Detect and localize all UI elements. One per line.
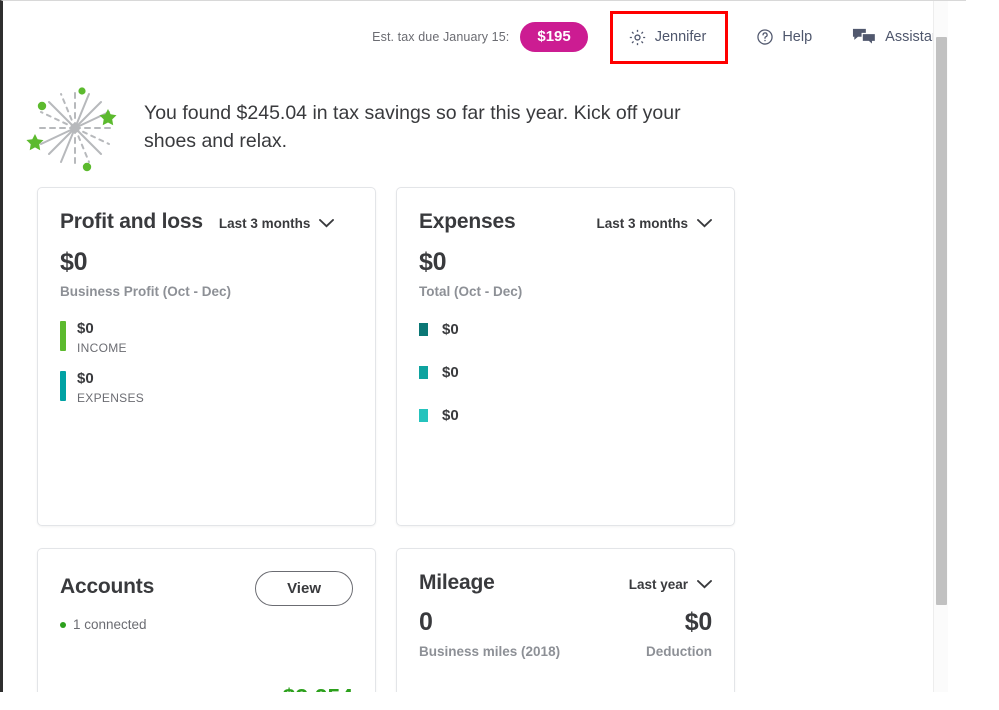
mileage-miles-caption: Business miles (2018) [419,644,561,659]
mileage-stats: 0 Business miles (2018) $0 Deduction [419,608,712,659]
mileage-header: Mileage Last year [419,571,712,595]
user-account-menu[interactable]: Jennifer [609,10,729,64]
scrollbar-thumb[interactable] [936,37,947,605]
expenses-period-selector[interactable]: Last 3 months [596,216,712,231]
chevron-down-icon [697,216,712,231]
expenses-color-bar [60,370,66,401]
profit-and-loss-legend: $0 INCOME $0 EXPENSES [60,321,353,405]
card-row-2: Accounts View 1 connected $3,254 Mileage… [37,548,737,692]
profit-and-loss-header: Profit and loss Last 3 months [60,210,353,234]
estimated-tax-amount-pill[interactable]: $195 [520,22,588,52]
expense-item: $0 [419,407,712,424]
status-dot-icon [60,621,66,628]
expense-color-swatch [419,323,428,336]
expenses-subtitle: Total (Oct - Dec) [419,284,523,299]
profit-and-loss-period-label: Last 3 months [218,216,311,231]
chevron-down-icon [697,577,712,592]
accounts-connected-status: 1 connected [60,617,353,632]
legend-item-income: $0 INCOME [60,321,353,355]
profit-and-loss-amount: $0 [60,248,88,276]
accounts-header: Accounts View [60,571,353,606]
expense-color-swatch [419,409,428,422]
chat-bubbles-icon [852,27,877,47]
estimated-tax-due-label: Est. tax due January 15: [372,30,510,44]
expenses-title: Expenses [419,210,516,233]
gear-icon [628,28,647,47]
expenses-header: Expenses Last 3 months [419,210,712,234]
expense-value: $0 [442,407,459,424]
expense-item: $0 [419,321,712,338]
mileage-card[interactable]: Mileage Last year 0 [396,548,735,692]
assistant-label: Assistant [885,29,944,45]
expenses-breakdown-list: $0 $0 $0 [419,321,712,424]
assistant-menu[interactable]: Assistant [852,27,944,47]
global-header: Est. tax due January 15: $195 Jennifer [3,1,966,73]
fireworks-starburst-icon [25,82,125,174]
user-name-label: Jennifer [654,29,707,45]
help-menu[interactable]: Help [756,28,812,46]
expense-color-swatch [419,366,428,379]
expenses-value: $0 [77,369,94,387]
expenses-period-label: Last 3 months [596,216,688,231]
mileage-period-selector[interactable]: Last year [629,577,712,592]
question-circle-icon [756,28,774,46]
income-value: $0 [77,320,94,337]
mileage-period-label: Last year [628,577,688,592]
expenses-card[interactable]: Expenses Last 3 months $0 Total (Oct - D… [396,187,735,526]
profit-and-loss-subtitle: Business Profit (Oct - Dec) [60,284,232,299]
vertical-scrollbar[interactable] [933,1,948,692]
card-row-1: Profit and loss Last 3 months $0 Busines… [37,187,737,526]
browser-viewport: Est. tax due January 15: $195 Jennifer [0,0,966,692]
expense-value: $0 [442,364,459,381]
accounts-card[interactable]: Accounts View 1 connected $3,254 [37,548,376,692]
accounts-view-button[interactable]: View [255,571,353,606]
profit-and-loss-period-selector[interactable]: Last 3 months [219,216,335,231]
expense-value: $0 [442,321,459,338]
mileage-deduction-stat: $0 Deduction [646,608,712,659]
help-label: Help [782,29,813,45]
accounts-title: Accounts [60,575,155,598]
income-color-bar [60,321,66,351]
accounts-balance-amount: $3,254 [283,684,353,692]
expense-item: $0 [419,364,712,381]
mileage-miles-value: 0 [419,608,433,636]
expenses-total-amount: $0 [419,248,447,276]
chevron-down-icon [319,216,335,231]
legend-item-expenses: $0 EXPENSES [60,369,353,405]
expenses-caption: EXPENSES [77,390,145,405]
profit-and-loss-card[interactable]: Profit and loss Last 3 months $0 Busines… [37,187,376,526]
savings-banner-message: You found $245.04 in tax savings so far … [144,102,681,152]
income-caption: INCOME [77,340,127,355]
profit-and-loss-title: Profit and loss [60,210,203,233]
mileage-title: Mileage [419,571,495,594]
dashboard-cards: Profit and loss Last 3 months $0 Busines… [37,187,737,692]
mileage-deduction-caption: Deduction [646,644,712,659]
accounts-connected-label: 1 connected [73,617,147,632]
mileage-deduction-value: $0 [684,608,713,636]
savings-banner: You found $245.04 in tax savings so far … [3,73,966,183]
mileage-miles-stat: 0 Business miles (2018) [419,608,560,659]
